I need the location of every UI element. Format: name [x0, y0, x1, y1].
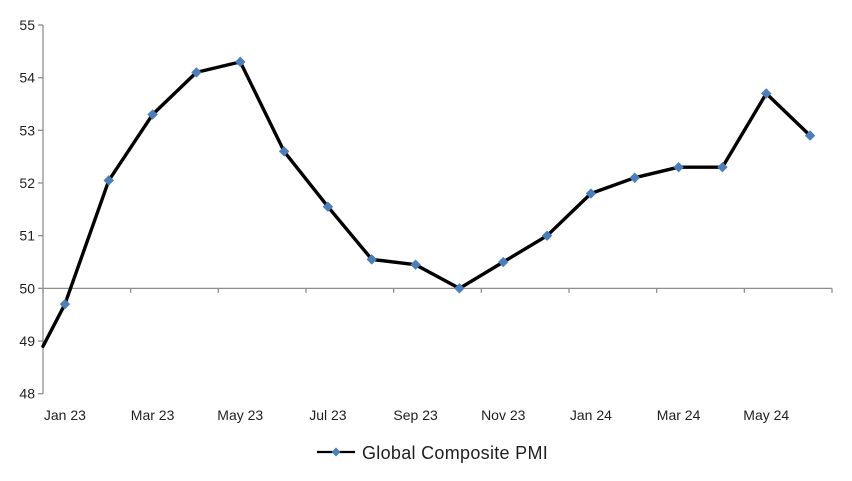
y-axis-label: 51: [19, 228, 35, 244]
x-axis-label: May 23: [217, 407, 263, 423]
x-axis-label: Nov 23: [481, 407, 526, 423]
data-point-marker-Dec-23: [541, 230, 553, 241]
data-point-marker-Sep-23: [410, 259, 421, 270]
x-axis-label: Sep 23: [393, 407, 438, 423]
data-point-marker-Oct-23: [454, 283, 465, 294]
y-axis-label: 52: [19, 175, 35, 191]
y-axis-label: 55: [19, 17, 35, 33]
y-axis-label: 49: [19, 333, 35, 349]
y-axis-label: 48: [19, 386, 35, 402]
legend-label: Global Composite PMI: [362, 443, 548, 463]
x-axis-label: Jan 24: [570, 407, 612, 423]
data-point-marker-Mar-24: [673, 162, 684, 173]
data-point-marker-Mar-23: [147, 109, 158, 120]
legend-marker-icon: [331, 447, 341, 457]
data-point-marker-Apr-24: [717, 162, 728, 173]
data-point-marker-Feb-23: [103, 175, 114, 186]
x-axis-label: Mar 24: [657, 407, 701, 423]
pmi-series-line: [41, 60, 812, 348]
x-axis-label: May 24: [743, 407, 789, 423]
y-axis-label: 53: [19, 122, 35, 138]
y-axis-label: 50: [19, 280, 35, 296]
data-point-marker-Jan-23: [59, 298, 71, 310]
y-axis-label: 54: [19, 70, 35, 86]
data-point-marker-Apr-23: [191, 67, 202, 78]
data-point-marker-Jul-23: [322, 201, 334, 212]
data-point-marker-May-23: [235, 56, 246, 68]
data-point-marker-Jun-23: [278, 146, 290, 157]
x-axis-label: Jul 23: [309, 407, 347, 423]
data-point-marker-Jun-24: [804, 130, 816, 141]
data-point-marker-Aug-23: [366, 254, 377, 265]
data-point-marker-May-24: [761, 88, 772, 99]
legend: Global Composite PMI: [317, 443, 548, 463]
x-axis-label: Mar 23: [131, 407, 175, 423]
data-point-marker-Jan-24: [585, 188, 597, 199]
data-point-marker-Nov-23: [498, 256, 509, 268]
data-point-marker-Feb-24: [629, 172, 640, 183]
x-axis-label: Jan 23: [44, 407, 86, 423]
